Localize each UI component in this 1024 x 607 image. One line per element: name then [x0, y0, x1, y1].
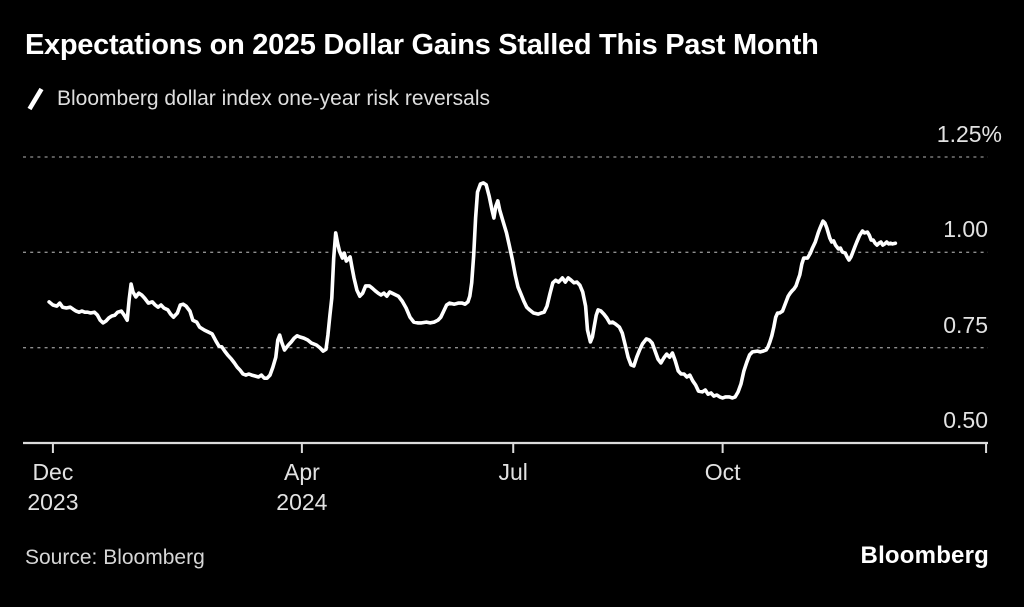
x-axis-label: Dec 2023	[27, 459, 79, 515]
chart-title: Expectations on 2025 Dollar Gains Stalle…	[25, 29, 819, 61]
bloomberg-logo: Bloomberg	[860, 542, 989, 569]
x-axis-label: Apr 2024	[276, 459, 328, 515]
x-axis-label: Oct	[704, 459, 741, 485]
y-axis-label: 0.50	[943, 407, 988, 433]
y-axis-label: 1.25%	[936, 121, 1002, 147]
legend-label: Bloomberg dollar index one-year risk rev…	[57, 87, 491, 110]
legend-slash-icon	[26, 86, 45, 112]
y-axis-label: 0.75	[943, 311, 988, 338]
legend: Bloomberg dollar index one-year risk rev…	[26, 86, 490, 112]
source-note: Source: Bloomberg	[25, 546, 205, 569]
y-axis-label: 1.00	[943, 216, 988, 243]
x-axis-label: Jul	[498, 459, 528, 485]
series-line	[47, 181, 898, 400]
